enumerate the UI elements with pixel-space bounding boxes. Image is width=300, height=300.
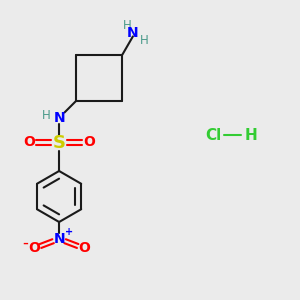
Text: H: H	[123, 19, 132, 32]
Text: -: -	[22, 234, 28, 252]
Text: O: O	[28, 242, 40, 255]
Text: Cl: Cl	[205, 128, 221, 142]
Text: N: N	[53, 232, 65, 246]
Text: O: O	[83, 136, 95, 149]
Text: H: H	[140, 34, 149, 46]
Text: N: N	[53, 111, 65, 125]
Text: N: N	[127, 26, 139, 40]
Text: +: +	[64, 227, 73, 237]
Text: H: H	[42, 109, 51, 122]
Text: O: O	[78, 242, 90, 255]
Text: O: O	[23, 136, 35, 149]
Text: H: H	[245, 128, 258, 142]
Text: S: S	[52, 134, 66, 152]
